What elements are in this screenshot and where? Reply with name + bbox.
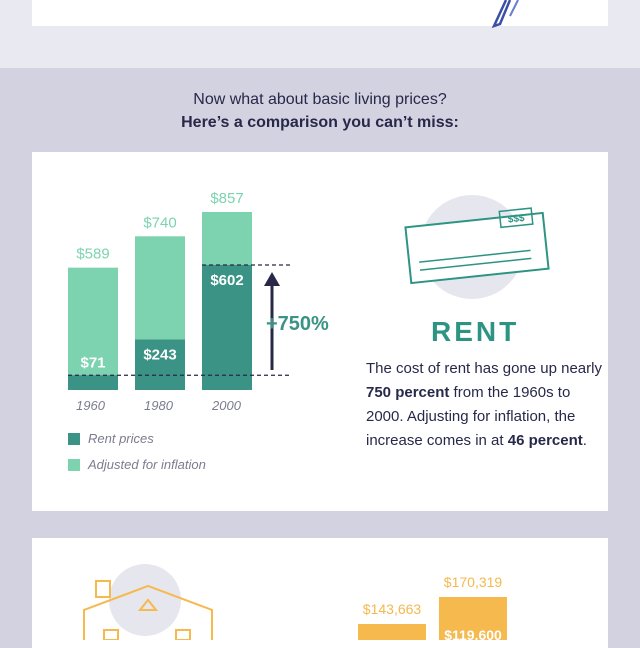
rent-value-label: $602 (210, 272, 243, 289)
check-icon: $$$ (404, 207, 550, 285)
rent-bar (135, 339, 185, 390)
desc-text: . (582, 432, 587, 449)
x-tick-label: 1980 (144, 398, 173, 413)
intro-question: Now what about basic living prices? (193, 91, 447, 108)
x-tick-label: 1960 (76, 398, 105, 413)
intro-section: Now what about basic living prices? Here… (0, 90, 640, 134)
intro-heading: Here’s a comparison you can’t miss: (181, 114, 459, 131)
increase-label: +750% (266, 313, 329, 335)
house-bar-inner-label: $119,600 (444, 627, 502, 640)
pen-icon (491, 0, 519, 29)
legend-swatch-rent (68, 433, 80, 445)
house-bar-label: $170,319 (444, 574, 503, 590)
inflation-value-label: $857 (210, 190, 243, 207)
house-circle (109, 564, 181, 636)
legend-swatch-inflation (68, 459, 80, 471)
rent-value-label: $243 (143, 347, 176, 364)
house-icon (83, 580, 213, 640)
desc-highlight: 750 percent (366, 384, 450, 401)
rent-description: The cost of rent has gone up nearly 750 … (366, 357, 602, 453)
desc-text: The cost of rent has gone up nearly (366, 360, 602, 377)
rent-title: RENT (431, 316, 520, 347)
rent-value-label: $71 (80, 354, 105, 371)
x-tick-label: 2000 (212, 398, 241, 413)
house-bar (439, 597, 507, 640)
increase-arrow-head (264, 272, 280, 286)
inflation-bar (68, 267, 118, 390)
rent-bar (202, 264, 252, 390)
desc-text: from the 1960s to 2000. Adjusting for in… (366, 384, 576, 449)
inflation-value-label: $589 (76, 246, 109, 263)
house-bar-label: $143,663 (363, 601, 422, 617)
desc-highlight: 46 percent (507, 432, 583, 449)
house-bar (358, 624, 426, 640)
rent-card (32, 152, 608, 511)
inflation-value-label: $740 (143, 214, 176, 231)
legend-label-inflation: Adjusted for inflation (88, 457, 206, 472)
rent-bar (68, 375, 118, 390)
legend-label-rent: Rent prices (88, 431, 154, 446)
check-dollar-label: $$$ (507, 213, 525, 226)
